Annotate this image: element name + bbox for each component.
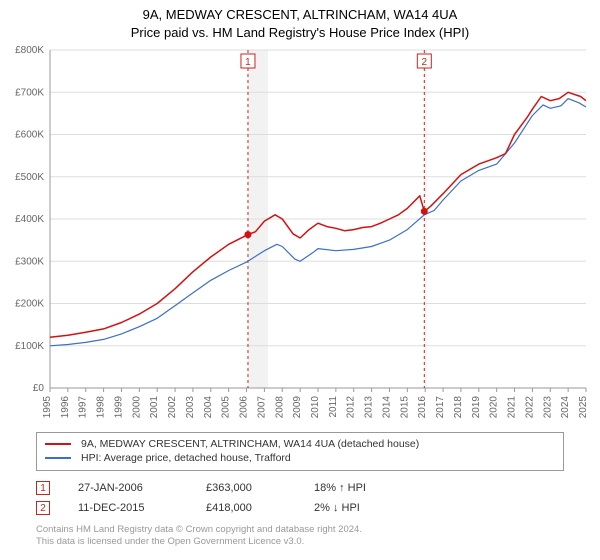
- sale-diff: 2% ↓ HPI: [314, 502, 434, 514]
- svg-text:2018: 2018: [453, 396, 464, 419]
- svg-text:1999: 1999: [113, 396, 124, 419]
- svg-text:1996: 1996: [60, 396, 71, 419]
- line-chart-svg: £0 £100K £200K £300K £400K £500K £600K £700K £80…: [0, 44, 600, 424]
- svg-text:2019: 2019: [471, 396, 482, 419]
- legend-swatch: [45, 443, 71, 445]
- legend-label: HPI: Average price, detached house, Traf…: [81, 452, 291, 464]
- svg-text:2008: 2008: [274, 396, 285, 419]
- svg-text:2007: 2007: [256, 396, 267, 419]
- sale-marker-badge: 1: [36, 481, 50, 495]
- footer-attribution: Contains HM Land Registry data © Crown c…: [36, 524, 362, 549]
- svg-text:1995: 1995: [42, 396, 53, 419]
- svg-text:2021: 2021: [507, 396, 518, 419]
- svg-text:£600K: £600K: [15, 130, 44, 141]
- svg-text:2011: 2011: [328, 396, 339, 418]
- svg-text:2010: 2010: [310, 396, 321, 419]
- chart-title: 9A, MEDWAY CRESCENT, ALTRINCHAM, WA14 4U…: [0, 0, 600, 41]
- svg-text:£800K: £800K: [15, 45, 44, 56]
- svg-text:2001: 2001: [149, 396, 160, 419]
- legend-swatch: [45, 457, 71, 459]
- legend: 9A, MEDWAY CRESCENT, ALTRINCHAM, WA14 4U…: [36, 432, 564, 471]
- svg-text:£400K: £400K: [15, 214, 44, 225]
- sales-table: 1 27-JAN-2006 £363,000 18% ↑ HPI 2 11-DE…: [36, 478, 564, 518]
- footer-line-1: Contains HM Land Registry data © Crown c…: [36, 524, 362, 535]
- sale-row: 2 11-DEC-2015 £418,000 2% ↓ HPI: [36, 498, 564, 518]
- svg-text:2024: 2024: [560, 396, 571, 419]
- chart-container: 9A, MEDWAY CRESCENT, ALTRINCHAM, WA14 4U…: [0, 0, 600, 560]
- legend-item: HPI: Average price, detached house, Traf…: [45, 451, 555, 465]
- sale-price: £363,000: [206, 482, 286, 494]
- legend-item: 9A, MEDWAY CRESCENT, ALTRINCHAM, WA14 4U…: [45, 437, 555, 451]
- svg-text:£0: £0: [33, 383, 45, 394]
- svg-text:£300K: £300K: [15, 256, 44, 267]
- svg-text:2003: 2003: [185, 396, 196, 419]
- footer-line-2: This data is licensed under the Open Gov…: [36, 536, 304, 547]
- svg-text:2012: 2012: [346, 396, 357, 419]
- title-line-2: Price paid vs. HM Land Registry's House …: [131, 25, 469, 40]
- svg-text:2016: 2016: [417, 396, 428, 419]
- legend-label: 9A, MEDWAY CRESCENT, ALTRINCHAM, WA14 4U…: [81, 438, 419, 450]
- svg-text:2015: 2015: [399, 396, 410, 419]
- svg-text:2: 2: [422, 57, 428, 68]
- sale-date: 11-DEC-2015: [78, 502, 178, 514]
- sale-date: 27-JAN-2006: [78, 482, 178, 494]
- svg-text:£100K: £100K: [15, 341, 44, 352]
- svg-text:2000: 2000: [131, 396, 142, 419]
- svg-text:2020: 2020: [489, 396, 500, 419]
- svg-text:2013: 2013: [364, 396, 375, 419]
- svg-text:2017: 2017: [435, 396, 446, 419]
- chart-area: £0 £100K £200K £300K £400K £500K £600K £700K £80…: [0, 44, 600, 424]
- sale-diff: 18% ↑ HPI: [314, 482, 434, 494]
- sale-row: 1 27-JAN-2006 £363,000 18% ↑ HPI: [36, 478, 564, 498]
- svg-text:£500K: £500K: [15, 172, 44, 183]
- svg-text:2023: 2023: [542, 396, 553, 419]
- svg-text:2014: 2014: [381, 396, 392, 419]
- svg-text:2009: 2009: [292, 396, 303, 419]
- svg-text:1997: 1997: [78, 396, 89, 419]
- sale-marker-badge: 2: [36, 501, 50, 515]
- svg-text:1: 1: [245, 57, 251, 68]
- svg-text:1998: 1998: [96, 396, 107, 419]
- title-line-1: 9A, MEDWAY CRESCENT, ALTRINCHAM, WA14 4U…: [143, 7, 458, 22]
- svg-text:2025: 2025: [578, 396, 589, 419]
- svg-text:2006: 2006: [239, 396, 250, 419]
- svg-text:2022: 2022: [524, 396, 535, 419]
- svg-text:2004: 2004: [203, 396, 214, 419]
- svg-text:£700K: £700K: [15, 87, 44, 98]
- sale-price: £418,000: [206, 502, 286, 514]
- svg-text:£200K: £200K: [15, 299, 44, 310]
- svg-text:2005: 2005: [221, 396, 232, 419]
- svg-text:2002: 2002: [167, 396, 178, 419]
